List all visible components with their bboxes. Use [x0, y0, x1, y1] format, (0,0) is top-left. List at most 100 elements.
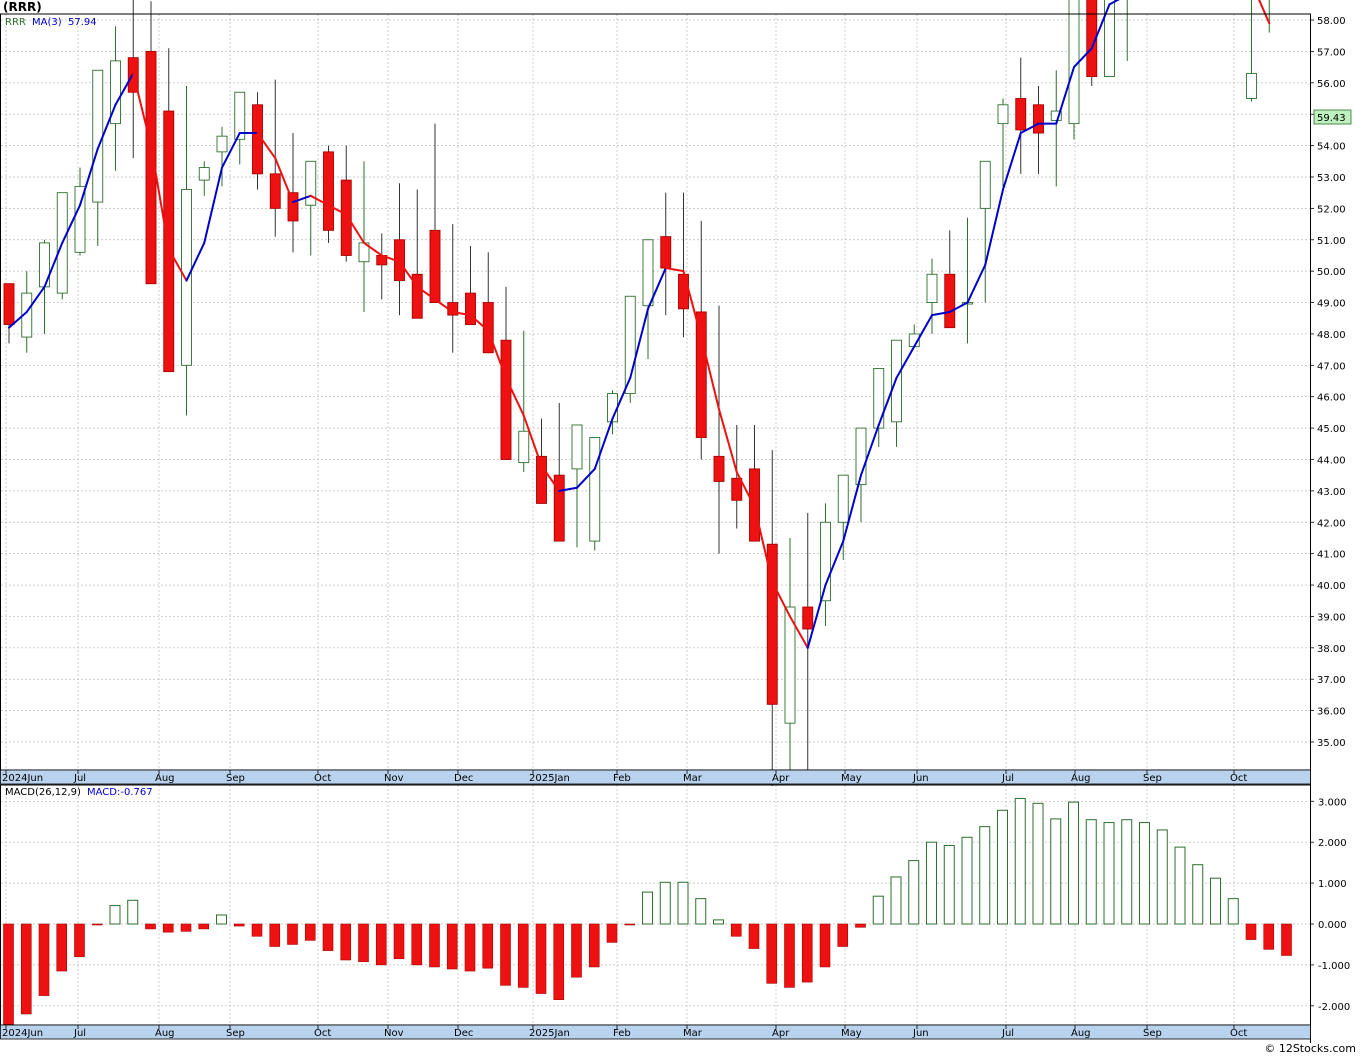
candle-body: [1015, 98, 1027, 131]
candle-body: [287, 192, 299, 222]
ma-line-segment: [931, 310, 951, 317]
candle-body: [837, 474, 849, 523]
x-tick-label: 2025Jan: [529, 773, 570, 784]
price-tick-label: 45.00: [1317, 424, 1346, 435]
ma-line-segment: [700, 336, 720, 411]
candle-body: [642, 239, 654, 307]
macd-tick-label: -1.000: [1318, 961, 1350, 972]
x-tick-label: 2024Jun: [2, 1028, 43, 1039]
macd-bar: [1050, 818, 1062, 925]
macd-bar: [1174, 846, 1186, 925]
ma-line-segment: [682, 270, 703, 339]
macd-bar: [1263, 923, 1275, 950]
macd-bar: [251, 923, 263, 937]
last-price-box: [1313, 109, 1352, 125]
macd-bar: [695, 898, 707, 925]
macd-bar: [482, 923, 494, 969]
candle-body: [429, 229, 441, 303]
x-tick-label: Mar: [683, 773, 703, 784]
ma-line-segment: [629, 307, 649, 379]
ma-line-segment: [806, 584, 827, 649]
candle-body: [518, 430, 530, 464]
macd-bar: [588, 923, 600, 968]
ma-line-segment: [664, 267, 685, 273]
x-tick-label: Apr: [772, 773, 790, 784]
candle-body: [216, 135, 228, 153]
x-tick-label: Nov: [384, 773, 404, 784]
ma-line-segment: [380, 254, 401, 263]
macd-bar: [180, 923, 192, 932]
ma-line-segment: [451, 310, 472, 317]
x-tick-label: Oct: [1230, 1028, 1247, 1039]
candle-body: [553, 474, 565, 542]
macd-tick-label: 0.000: [1318, 920, 1347, 931]
macd-bar: [109, 905, 121, 925]
price-tick-label: 56.00: [1317, 79, 1346, 90]
macd-bar: [624, 923, 636, 926]
ma-line-segment: [150, 144, 170, 251]
price-tick-label: 42.00: [1317, 518, 1346, 529]
macd-bar: [1121, 819, 1133, 925]
macd-bar: [943, 844, 955, 925]
x-tick-label: May: [841, 1028, 862, 1039]
candle-body: [305, 160, 317, 206]
candle-body: [1104, 0, 1115, 77]
ma-line-segment: [61, 204, 81, 244]
macd-grid: [1, 785, 1310, 1025]
candle-body: [500, 339, 512, 460]
x-tick-label: 2025Jan: [529, 1028, 570, 1039]
x-tick-label: Feb: [613, 1028, 631, 1039]
candle-body: [571, 424, 583, 470]
macd-bar: [20, 923, 32, 1015]
macd-bar: [393, 923, 405, 960]
x-tick-label: Sep: [226, 1028, 245, 1039]
candle-body: [979, 160, 991, 209]
candle-body: [855, 427, 867, 486]
macd-bar: [446, 923, 458, 970]
price-tick-label: 47.00: [1317, 361, 1346, 372]
ma-line-segment: [753, 505, 774, 583]
ma-line-segment: [363, 241, 383, 257]
ma-line-segment: [1055, 66, 1075, 125]
ma-line-segment: [558, 486, 578, 492]
ma-line-segment: [203, 166, 223, 244]
x-tick-label: Jul: [1001, 773, 1014, 784]
ma-line-segment: [1073, 47, 1093, 69]
candle-body: [624, 295, 636, 395]
ma-line-segment: [256, 132, 277, 160]
macd-bar: [1139, 822, 1150, 925]
macd-bar: [571, 923, 582, 978]
macd-bar: [74, 923, 85, 958]
price-tick-label: 35.00: [1317, 738, 1346, 749]
macd-bar: [819, 923, 831, 968]
candle-body: [678, 273, 689, 310]
ma-line-segment: [43, 241, 64, 288]
candle-body: [110, 60, 121, 125]
ma-line-segment: [8, 310, 28, 329]
x-tick-label: Jul: [73, 1028, 86, 1039]
x-tick-label: Jun: [912, 1028, 929, 1039]
candle-body: [340, 179, 352, 256]
price-panel-frame: [0, 13, 1311, 771]
candle-body: [820, 521, 831, 602]
ma-line-segment: [966, 263, 987, 304]
macd-bar: [500, 923, 511, 986]
macd-bar: [1032, 802, 1044, 925]
macd-legend-value: MACD:-0.767: [87, 787, 153, 798]
ma-line-segment: [948, 301, 969, 313]
ma-line-segment: [984, 188, 1004, 266]
macd-bar: [517, 923, 529, 988]
macd-bar: [269, 923, 281, 947]
macd-bar: [997, 809, 1008, 925]
price-tick-label: 43.00: [1317, 487, 1346, 498]
macd-bar: [162, 923, 174, 933]
candle-body: [1068, 0, 1080, 125]
price-tick-label: 41.00: [1317, 550, 1346, 561]
x-tick-label: Aug: [1071, 1028, 1091, 1039]
price-tick-label: 49.00: [1317, 299, 1346, 310]
macd-legend-name: MACD(26,12,9): [5, 787, 81, 798]
x-tick-label: Sep: [226, 773, 245, 784]
macd-bar: [38, 923, 50, 996]
macd-bar: [127, 899, 139, 925]
